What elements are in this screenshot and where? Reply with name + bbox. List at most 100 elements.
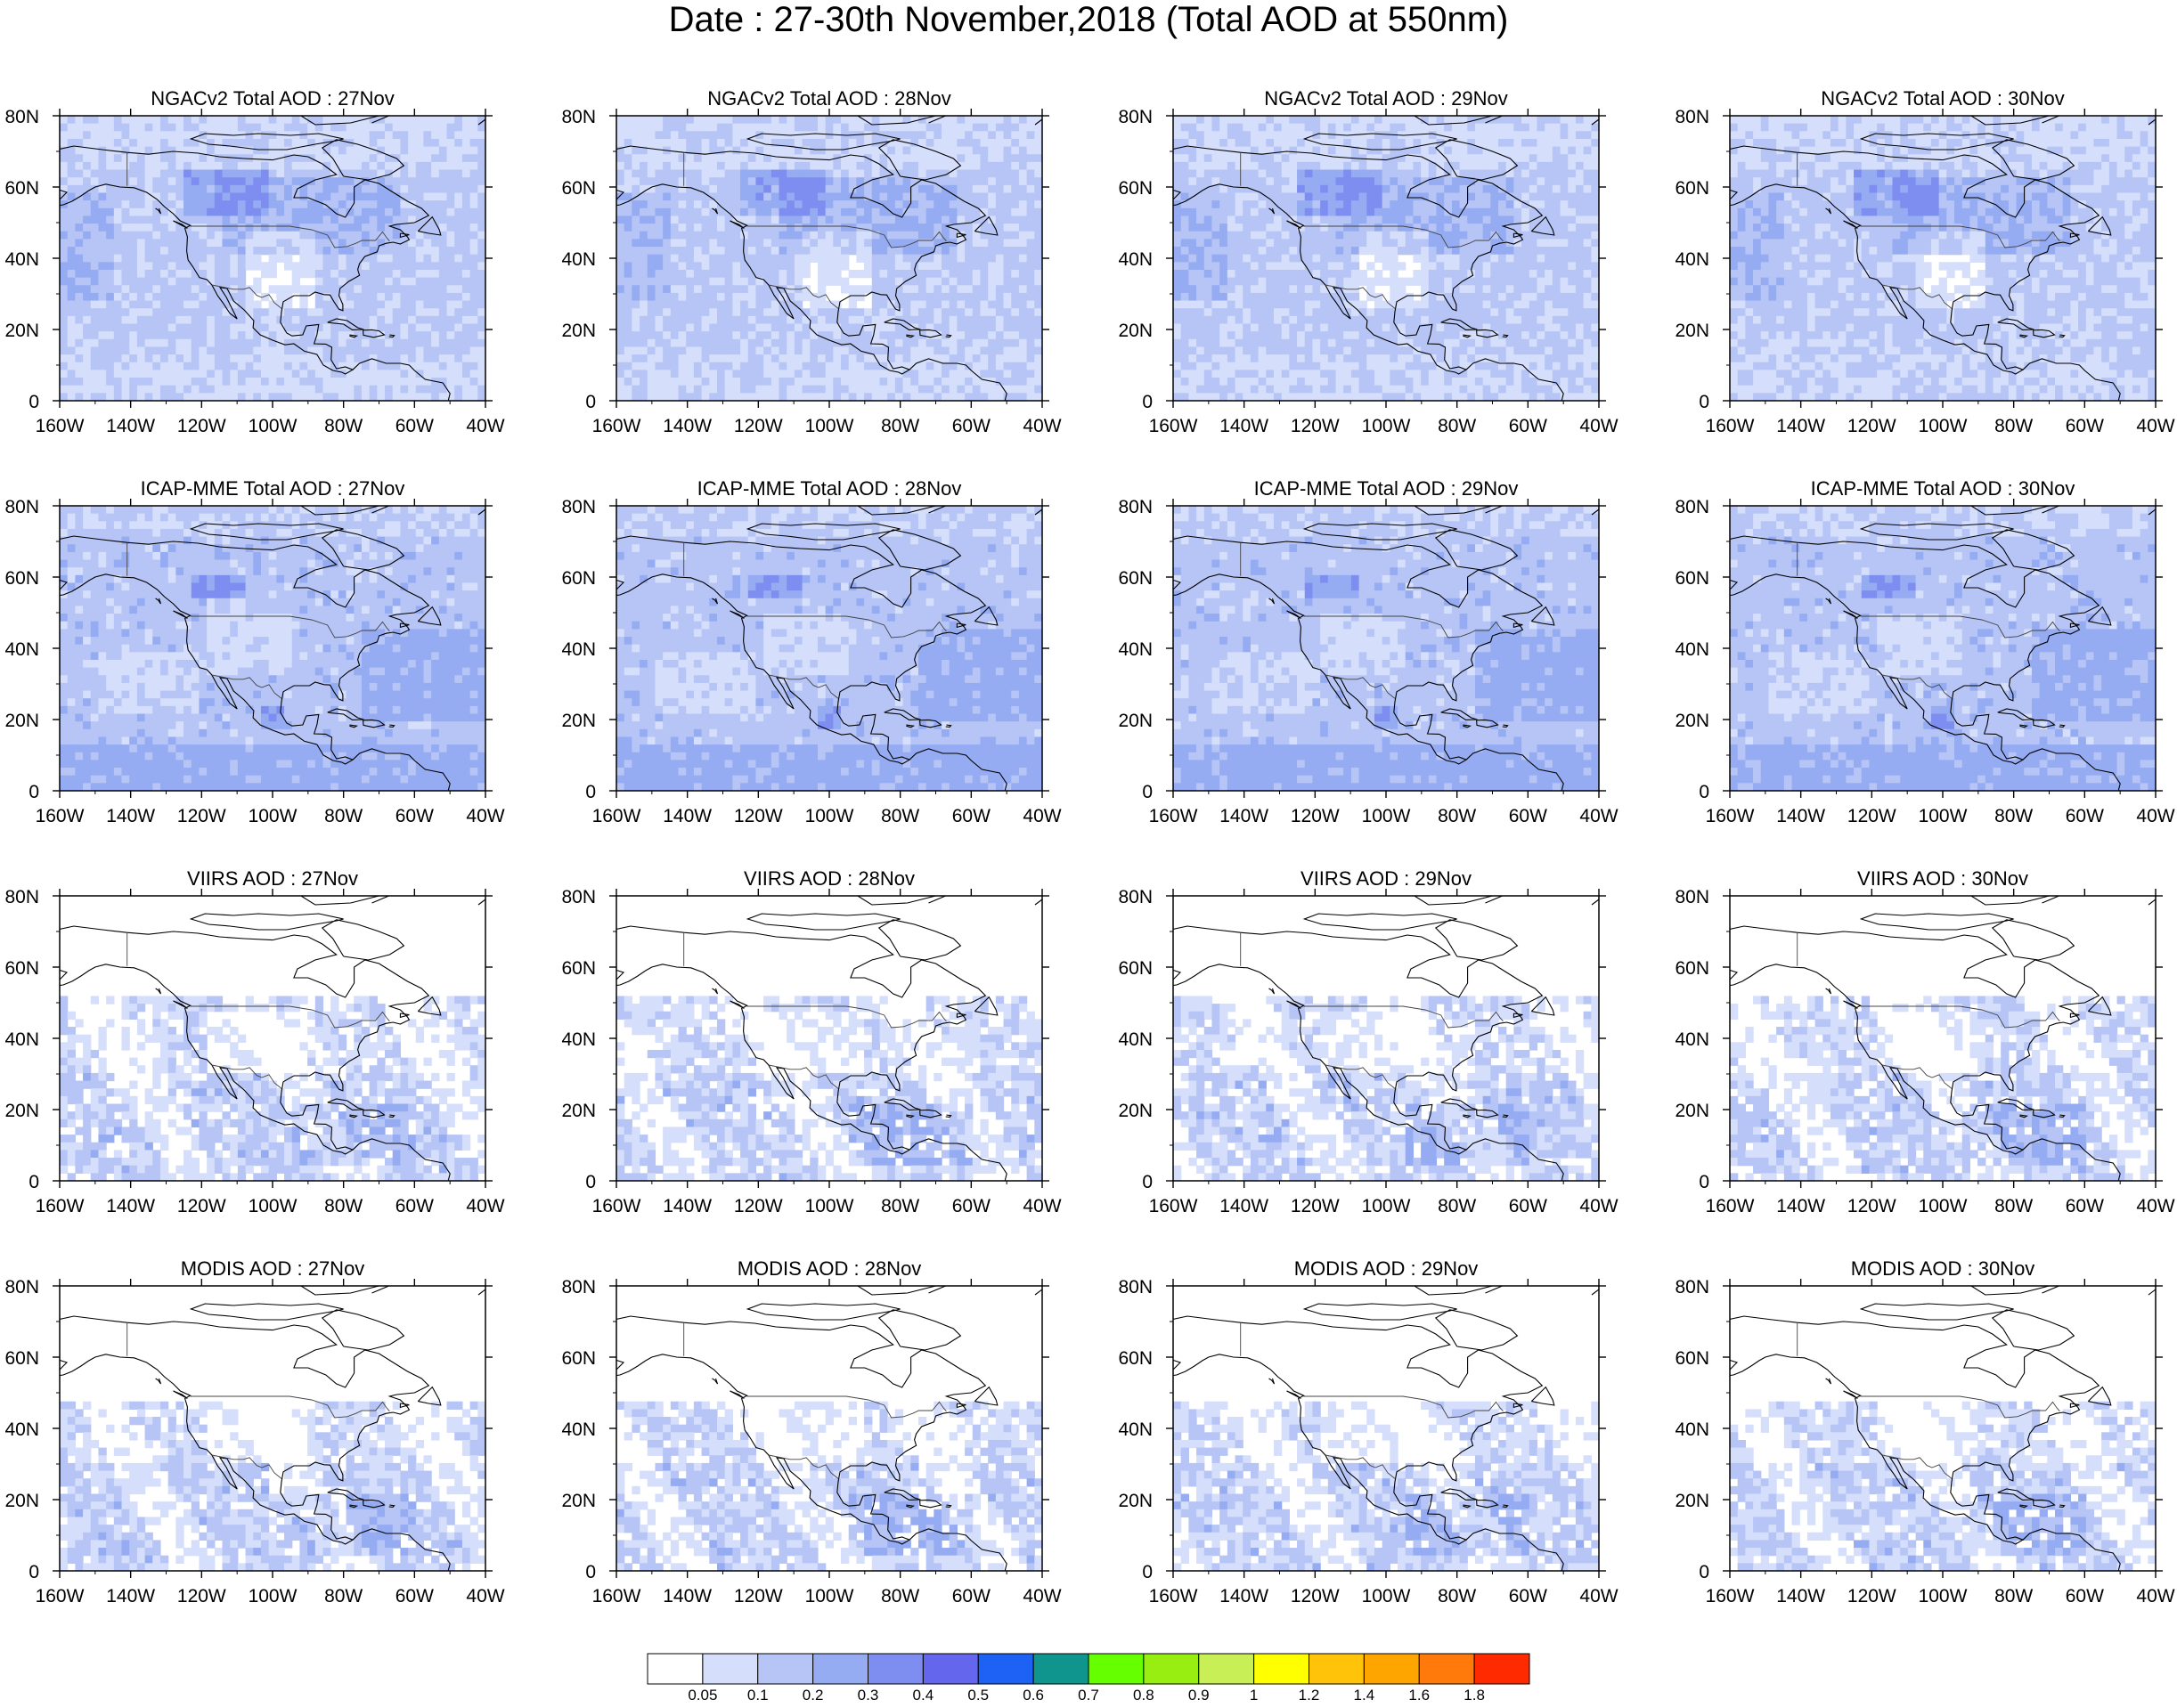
x-tick-label: 120W bbox=[177, 416, 226, 436]
y-tick-label: 0 bbox=[1142, 782, 1153, 802]
x-tick-label: 120W bbox=[734, 1196, 783, 1216]
x-tick-label: 40W bbox=[466, 416, 504, 436]
y-tick-label: 40N bbox=[1118, 249, 1153, 270]
x-tick-label: 60W bbox=[952, 416, 991, 436]
panel-title: NGACv2 Total AOD : 29Nov bbox=[1264, 87, 1508, 110]
panel-title: VIIRS AOD : 30Nov bbox=[1857, 867, 2028, 890]
colorbar-label: 0.7 bbox=[1078, 1687, 1099, 1704]
coastlines bbox=[60, 1286, 485, 1571]
y-tick-label: 60N bbox=[561, 958, 596, 979]
coastlines bbox=[1730, 506, 2156, 791]
y-tick-label: 0 bbox=[1699, 1562, 1709, 1582]
y-tick-label: 0 bbox=[1699, 392, 1709, 412]
colorbar-swatch bbox=[647, 1653, 704, 1685]
aod-field bbox=[60, 996, 485, 1181]
y-tick-label: 80N bbox=[1675, 1277, 1709, 1297]
x-tick-label: 40W bbox=[2136, 416, 2174, 436]
y-tick-label: 20N bbox=[4, 711, 39, 731]
x-tick-label: 120W bbox=[1291, 1196, 1340, 1216]
y-tick-label: 40N bbox=[561, 249, 596, 270]
map-panel: NGACv2 Total AOD : 29Nov 160W 140W 120W 100W… bbox=[1118, 87, 1618, 436]
aod-field bbox=[1730, 506, 2156, 791]
y-tick-label: 0 bbox=[585, 1172, 596, 1192]
y-tick-label: 40N bbox=[1118, 1419, 1153, 1440]
x-tick-label: 100W bbox=[1919, 416, 1968, 436]
x-tick-label: 140W bbox=[663, 416, 712, 436]
y-tick-label: 20N bbox=[1675, 1101, 1709, 1121]
panel-title: MODIS AOD : 27Nov bbox=[181, 1257, 365, 1280]
x-tick-label: 140W bbox=[1776, 806, 1825, 826]
x-tick-label: 120W bbox=[1847, 1196, 1896, 1216]
coastlines bbox=[616, 116, 1042, 401]
y-tick-label: 60N bbox=[1675, 1348, 1709, 1369]
x-tick-label: 140W bbox=[1776, 1586, 1825, 1606]
y-tick-label: 0 bbox=[29, 1562, 39, 1582]
y-tick-label: 80N bbox=[561, 497, 596, 517]
x-tick-label: 60W bbox=[2066, 416, 2104, 436]
colorbar-swatch bbox=[1198, 1653, 1255, 1685]
y-tick-label: 40N bbox=[1675, 249, 1709, 270]
map-panel: VIIRS AOD : 29Nov 160W 140W 120W 100W 80W 60W 4… bbox=[1118, 867, 1618, 1216]
y-tick-label: 60N bbox=[1675, 958, 1709, 979]
x-tick-label: 40W bbox=[466, 806, 504, 826]
panel-title: MODIS AOD : 30Nov bbox=[1851, 1257, 2035, 1280]
x-tick-label: 80W bbox=[324, 806, 363, 826]
x-tick-label: 100W bbox=[249, 1586, 298, 1606]
y-tick-label: 0 bbox=[29, 392, 39, 412]
y-tick-label: 0 bbox=[585, 392, 596, 412]
x-tick-label: 160W bbox=[1149, 416, 1198, 436]
x-tick-label: 100W bbox=[805, 806, 854, 826]
colorbar-swatch bbox=[702, 1653, 759, 1685]
x-tick-label: 160W bbox=[1706, 1586, 1755, 1606]
aod-field bbox=[1173, 506, 1599, 791]
x-tick-label: 60W bbox=[395, 416, 434, 436]
x-tick-label: 120W bbox=[734, 1586, 783, 1606]
coastlines bbox=[616, 506, 1042, 791]
y-tick-label: 80N bbox=[4, 497, 39, 517]
x-tick-label: 60W bbox=[1509, 416, 1547, 436]
coastlines bbox=[1730, 1286, 2156, 1571]
x-tick-label: 160W bbox=[1149, 1586, 1198, 1606]
x-tick-label: 80W bbox=[324, 1586, 363, 1606]
x-tick-label: 80W bbox=[324, 416, 363, 436]
y-tick-label: 20N bbox=[4, 1101, 39, 1121]
x-tick-label: 100W bbox=[249, 1196, 298, 1216]
y-tick-label: 60N bbox=[1118, 1348, 1153, 1369]
y-tick-label: 80N bbox=[4, 107, 39, 127]
panel-title: NGACv2 Total AOD : 28Nov bbox=[707, 87, 951, 110]
colorbar-label: 1 bbox=[1250, 1687, 1258, 1704]
panel-title: ICAP-MME Total AOD : 30Nov bbox=[1811, 477, 2075, 500]
x-tick-label: 160W bbox=[1706, 416, 1755, 436]
colorbar-swatch bbox=[1309, 1653, 1365, 1685]
x-tick-label: 160W bbox=[592, 416, 641, 436]
x-tick-label: 140W bbox=[663, 1196, 712, 1216]
coastlines bbox=[616, 1286, 1042, 1571]
y-tick-label: 80N bbox=[4, 1277, 39, 1297]
x-tick-label: 140W bbox=[106, 806, 155, 826]
colorbar-label: 0.4 bbox=[913, 1687, 934, 1704]
aod-field bbox=[1173, 1401, 1599, 1571]
x-tick-label: 100W bbox=[805, 416, 854, 436]
x-tick-label: 160W bbox=[592, 1586, 641, 1606]
coastlines bbox=[1173, 506, 1599, 791]
aod-field bbox=[1730, 1401, 2156, 1571]
colorbar-swatch bbox=[922, 1653, 979, 1685]
x-tick-label: 100W bbox=[1362, 1196, 1411, 1216]
panel-title: VIIRS AOD : 29Nov bbox=[1300, 867, 1472, 890]
colorbar-label: 1.8 bbox=[1464, 1687, 1485, 1704]
x-tick-label: 160W bbox=[592, 1196, 641, 1216]
x-tick-label: 40W bbox=[1579, 416, 1618, 436]
aod-field bbox=[616, 116, 1042, 401]
map-panel: VIIRS AOD : 30Nov 160W 140W 120W 100W 80W 60W 4… bbox=[1675, 867, 2174, 1216]
x-tick-label: 40W bbox=[466, 1586, 504, 1606]
x-tick-label: 140W bbox=[1219, 1196, 1268, 1216]
colorbar-label: 0.05 bbox=[688, 1687, 717, 1704]
x-tick-label: 140W bbox=[106, 1196, 155, 1216]
x-tick-label: 160W bbox=[1706, 1196, 1755, 1216]
x-tick-label: 60W bbox=[395, 1196, 434, 1216]
colorbar-label: 1.2 bbox=[1299, 1687, 1320, 1704]
panel-title: NGACv2 Total AOD : 27Nov bbox=[151, 87, 395, 110]
x-tick-label: 60W bbox=[2066, 1586, 2104, 1606]
colorbar-label: 0.9 bbox=[1188, 1687, 1210, 1704]
x-tick-label: 100W bbox=[1362, 806, 1411, 826]
